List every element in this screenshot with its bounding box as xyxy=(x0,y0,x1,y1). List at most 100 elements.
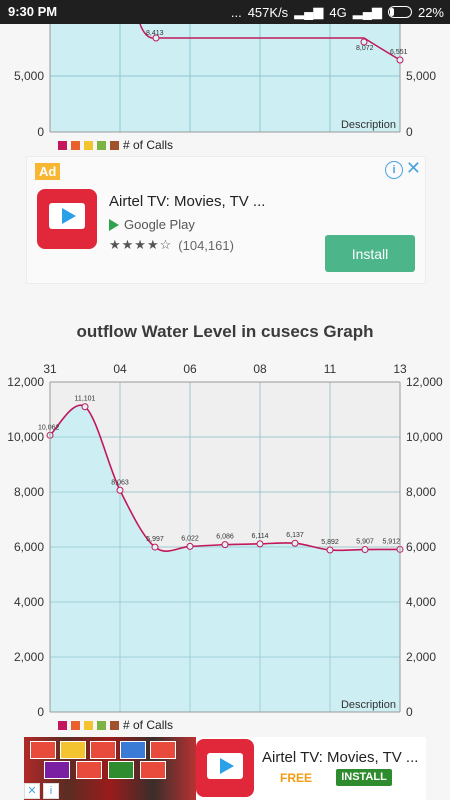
thumbnail xyxy=(60,741,86,759)
store-name: Google Play xyxy=(124,217,195,232)
banner-title[interactable]: Airtel TV: Movies, TV ... xyxy=(262,749,419,766)
info-icon[interactable]: i xyxy=(43,783,59,799)
y-tick-label-right: 4,000 xyxy=(406,595,436,609)
y-tick-label: 0 xyxy=(37,705,44,716)
data-point xyxy=(81,403,89,411)
battery-fill xyxy=(389,8,394,16)
legend-swatch xyxy=(84,720,93,730)
status-time: 9:30 PM xyxy=(8,4,58,19)
top-chart-area xyxy=(50,24,400,132)
y-tick-label-right: 10,000 xyxy=(406,430,443,444)
data-label: 5,912 xyxy=(382,538,400,545)
battery-icon xyxy=(387,6,412,18)
y-tick-label-right: 12,000 xyxy=(406,375,443,389)
legend-swatch xyxy=(97,140,106,150)
data-point xyxy=(256,540,264,548)
data-point xyxy=(361,546,369,554)
google-play-icon xyxy=(109,218,119,231)
thumbnail xyxy=(140,761,166,779)
top-legend: # of Calls xyxy=(58,138,173,152)
y-tick-label: 8,000 xyxy=(14,485,44,499)
ad-title[interactable]: Airtel TV: Movies, TV ... xyxy=(109,193,266,210)
thumbnail xyxy=(108,761,134,779)
top-description: Description xyxy=(341,119,396,131)
x-tick-label: 11 xyxy=(324,362,337,376)
close-icon[interactable]: ✕ xyxy=(24,783,40,799)
x-axis-labels: 31 04 06 08 11 13 xyxy=(43,362,407,376)
y-tick-label-right: 2,000 xyxy=(406,650,436,664)
top-y-label-right: 0 xyxy=(406,125,413,136)
status-right: ... 457K/s ▂▄▆ 4G ▂▄▆ 22% xyxy=(231,4,444,20)
top-point xyxy=(152,34,160,42)
y-tick-label: 2,000 xyxy=(14,650,44,664)
thumbnail xyxy=(76,761,102,779)
top-y-label-right: 5,000 xyxy=(406,69,436,83)
data-label: 6,022 xyxy=(181,535,199,542)
x-tick-label: 08 xyxy=(253,362,267,376)
x-tick-label: 13 xyxy=(393,362,407,376)
close-icon[interactable]: ✕ xyxy=(405,158,421,178)
banner-install-button[interactable]: INSTALL xyxy=(336,769,392,786)
legend-swatch xyxy=(84,140,93,150)
data-point xyxy=(221,541,229,549)
top-chart: 8,413 8,072 6,551 5,000 0 5,000 0 Descri… xyxy=(0,24,450,136)
top-point-label: 8,072 xyxy=(356,45,374,52)
rating-count: (104,161) xyxy=(178,237,234,253)
ad-badge: Ad xyxy=(35,163,61,180)
y-tick-label-right: 0 xyxy=(406,705,413,716)
top-point xyxy=(360,38,368,46)
top-chart-svg: 8,413 8,072 6,551 5,000 0 5,000 0 Descri… xyxy=(14,24,436,136)
y-tick-label-right: 8,000 xyxy=(406,485,436,499)
info-icon[interactable]: i xyxy=(385,161,403,179)
thumbnail xyxy=(150,741,176,759)
rating-row: ★★★★☆ (104,161) xyxy=(109,237,234,253)
y-tick-label: 10,000 xyxy=(7,430,44,444)
legend-swatch xyxy=(97,720,106,730)
thumbnail xyxy=(90,741,116,759)
data-label: 6,086 xyxy=(216,534,234,541)
legend-swatch xyxy=(58,720,67,730)
top-series-line xyxy=(139,24,401,61)
thumbnail xyxy=(120,741,146,759)
top-point-label: 8,413 xyxy=(146,30,164,37)
signal-icon-2: ▂▄▆ xyxy=(352,4,382,19)
airtel-tv-icon[interactable] xyxy=(196,739,254,797)
y-tick-label: 12,000 xyxy=(7,375,44,389)
y-tick-label: 4,000 xyxy=(14,595,44,609)
data-label: 5,997 xyxy=(146,536,164,543)
data-label: 5,907 xyxy=(356,539,374,546)
airtel-tv-icon[interactable] xyxy=(37,189,97,249)
play-icon xyxy=(220,758,234,774)
data-label: 6,137 xyxy=(286,532,304,539)
install-button[interactable]: Install xyxy=(325,235,415,272)
data-point xyxy=(116,486,124,494)
data-label: 6,114 xyxy=(252,533,269,540)
legend-swatch xyxy=(71,140,80,150)
store-row: Google Play xyxy=(109,217,195,232)
network-type: 4G xyxy=(329,4,347,20)
data-point xyxy=(291,539,299,547)
y-axis-labels: 12,000 12,000 10,000 10,000 8,000 8,000 6,000 6… xyxy=(7,375,443,716)
top-point-label: 6,551 xyxy=(390,49,408,56)
battery-percent: 22% xyxy=(417,4,444,20)
banner-free-label: FREE xyxy=(280,771,313,785)
legend-swatch xyxy=(58,140,67,150)
legend-swatch xyxy=(110,720,119,730)
play-icon xyxy=(62,208,76,224)
thumbnail xyxy=(44,761,70,779)
x-tick-label: 04 xyxy=(113,362,127,376)
x-tick-label: 31 xyxy=(43,362,57,376)
legend-label: # of Calls xyxy=(123,138,174,152)
data-label: 5,892 xyxy=(321,539,339,546)
legend-swatch xyxy=(110,140,119,150)
network-speed: 457K/s xyxy=(247,4,289,20)
ad-card[interactable]: Ad i ✕ Airtel TV: Movies, TV ... Google … xyxy=(26,156,426,284)
data-label: 10,062 xyxy=(38,424,60,431)
legend-swatch xyxy=(71,720,80,730)
banner-ad[interactable]: ✕ i Airtel TV: Movies, TV ... FREE INSTA… xyxy=(24,737,426,800)
area-fill xyxy=(50,405,400,712)
data-label: 11,101 xyxy=(75,396,96,403)
top-y-label: 0 xyxy=(37,125,44,136)
star-rating-icon: ★★★★☆ xyxy=(109,237,173,252)
data-label: 8,063 xyxy=(111,479,129,486)
